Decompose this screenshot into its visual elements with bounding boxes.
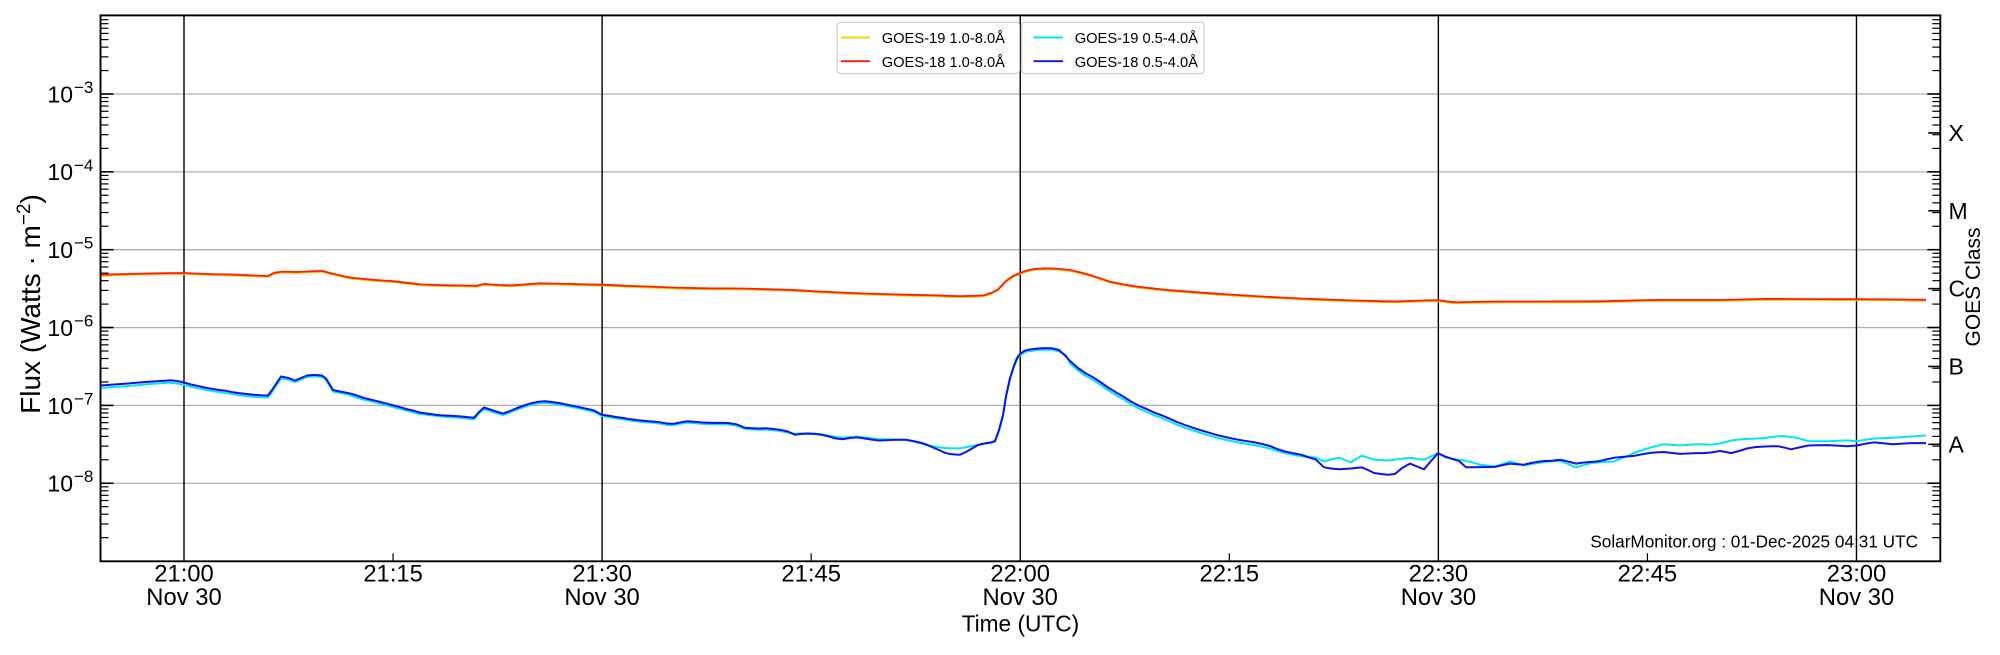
svg-text:10: 10 <box>47 393 73 419</box>
svg-text:−6: −6 <box>74 312 93 331</box>
svg-text:GOES-19 0.5-4.0Å: GOES-19 0.5-4.0Å <box>1075 30 1198 47</box>
svg-text:GOES-18 0.5-4.0Å: GOES-18 0.5-4.0Å <box>1075 54 1198 71</box>
svg-text:−5: −5 <box>74 234 93 253</box>
svg-text:10: 10 <box>47 471 73 497</box>
svg-text:21:45: 21:45 <box>781 561 841 588</box>
svg-text:Nov 30: Nov 30 <box>146 584 221 611</box>
svg-text:21:00: 21:00 <box>154 561 214 588</box>
svg-text:10: 10 <box>47 237 73 263</box>
svg-text:23:00: 23:00 <box>1827 561 1887 588</box>
svg-text:GOES-19 1.0-8.0Å: GOES-19 1.0-8.0Å <box>882 30 1005 47</box>
svg-text:Nov 30: Nov 30 <box>982 584 1057 611</box>
svg-text:21:30: 21:30 <box>572 561 632 588</box>
svg-text:X: X <box>1949 120 1964 146</box>
svg-text:Nov 30: Nov 30 <box>1819 584 1894 611</box>
svg-text:A: A <box>1949 431 1965 457</box>
svg-text:Time (UTC): Time (UTC) <box>962 611 1080 637</box>
svg-text:−4: −4 <box>74 156 93 175</box>
svg-text:22:15: 22:15 <box>1200 561 1260 588</box>
svg-text:22:30: 22:30 <box>1409 561 1469 588</box>
svg-text:10: 10 <box>47 315 73 341</box>
svg-text:SolarMonitor.org : 01-Dec-2025: SolarMonitor.org : 01-Dec-2025 04:31 UTC <box>1590 532 1918 552</box>
svg-text:GOES Class: GOES Class <box>1962 227 1985 346</box>
svg-text:Nov 30: Nov 30 <box>564 584 639 611</box>
svg-text:B: B <box>1949 354 1964 380</box>
svg-text:−3: −3 <box>74 78 93 97</box>
svg-text:−8: −8 <box>74 467 93 486</box>
svg-text:10: 10 <box>47 159 73 185</box>
svg-text:−7: −7 <box>74 389 93 408</box>
svg-text:M: M <box>1949 198 1968 224</box>
svg-text:Flux (Watts · m−2): Flux (Watts · m−2) <box>14 194 46 414</box>
svg-text:22:45: 22:45 <box>1618 561 1678 588</box>
svg-text:Nov 30: Nov 30 <box>1401 584 1476 611</box>
svg-text:GOES-18 1.0-8.0Å: GOES-18 1.0-8.0Å <box>882 54 1005 71</box>
svg-text:22:00: 22:00 <box>990 561 1050 588</box>
svg-text:10: 10 <box>47 81 73 107</box>
svg-text:C: C <box>1949 276 1966 302</box>
svg-text:21:15: 21:15 <box>363 561 423 588</box>
